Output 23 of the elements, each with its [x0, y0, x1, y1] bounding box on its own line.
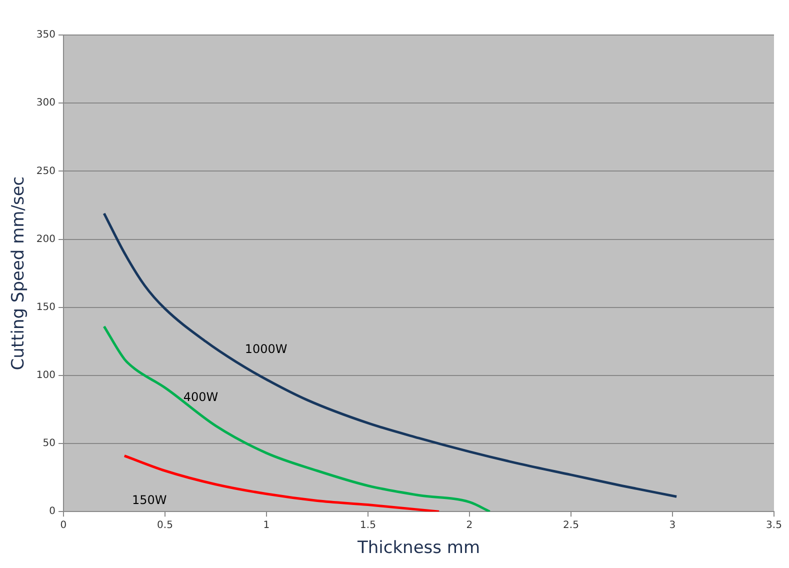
series-label: 1000W	[244, 342, 288, 356]
y-tick-label: 100	[36, 370, 56, 382]
series-label: 150W	[132, 492, 167, 507]
y-tick-label: 150	[36, 302, 56, 313]
series-label: 400W	[183, 390, 218, 404]
x-tick-label: 0.5	[157, 520, 173, 532]
y-tick-label: 350	[36, 30, 56, 41]
x-tick-label: 3.5	[766, 520, 782, 532]
line-series	[102, 325, 492, 512]
x-tick-label: 1.5	[360, 520, 376, 532]
x-tick-label: 1	[263, 520, 270, 532]
x-tick-label: 2.5	[563, 520, 579, 532]
y-tick-label: 300	[36, 98, 56, 109]
x-tick-label: 3	[669, 520, 676, 532]
y-tick-label: 50	[42, 438, 56, 450]
x-axis-title: Thickness mm	[356, 538, 480, 558]
line-series	[123, 454, 440, 512]
y-axis-title: Cutting Speed mm/sec	[8, 176, 29, 370]
y-tick-label: 250	[36, 166, 56, 177]
y-tick-label: 0	[49, 506, 56, 518]
x-tick-label: 0	[60, 520, 67, 532]
x-tick-label: 2	[466, 520, 473, 532]
y-tick-label: 200	[36, 234, 56, 245]
